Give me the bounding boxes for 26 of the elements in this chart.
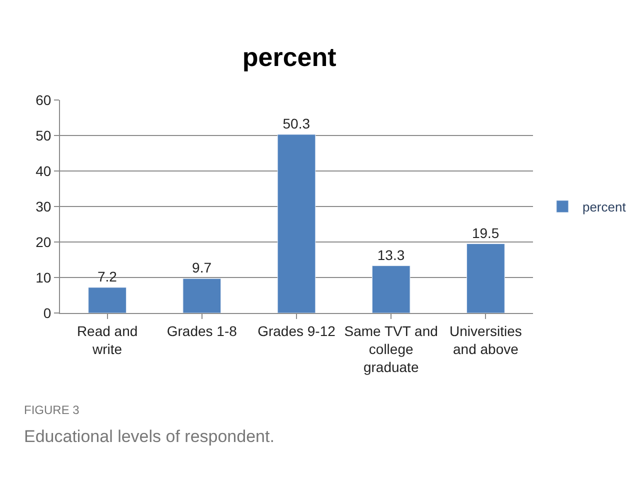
chart-title: percent [242,42,337,72]
data-label: 7.2 [97,268,118,284]
data-label: 13.3 [377,246,405,263]
data-label: 19.5 [472,224,500,241]
text: Educational levels of respondent. [24,427,274,446]
data-label: 9.7 [192,260,212,276]
caption: FIGURE 3 [24,403,80,417]
x-tick-label: Universities and above [450,322,522,357]
bar [466,244,505,313]
legend-label: percent [582,200,626,215]
bar [372,266,410,313]
y-tick-label: 30 [36,198,52,214]
y-tick-label: 40 [36,162,52,179]
y-tick-label: 60 [36,92,52,108]
bar [277,134,316,313]
data-label: 50.3 [282,115,310,132]
y-tick-label: 10 [36,269,52,286]
x-tick-label: Read and write [76,322,138,357]
bar [182,278,222,313]
x-tick-label: Same TVT and college graduate [344,322,438,376]
y-tick-label: 20 [36,234,52,250]
y-tick-label: 50 [36,127,52,144]
y-tick-label: 0 [43,304,52,321]
bar [88,287,126,313]
x-tick-label: Grades 9-12 [258,322,336,339]
x-tick-label: Grades 1-8 [166,322,238,339]
